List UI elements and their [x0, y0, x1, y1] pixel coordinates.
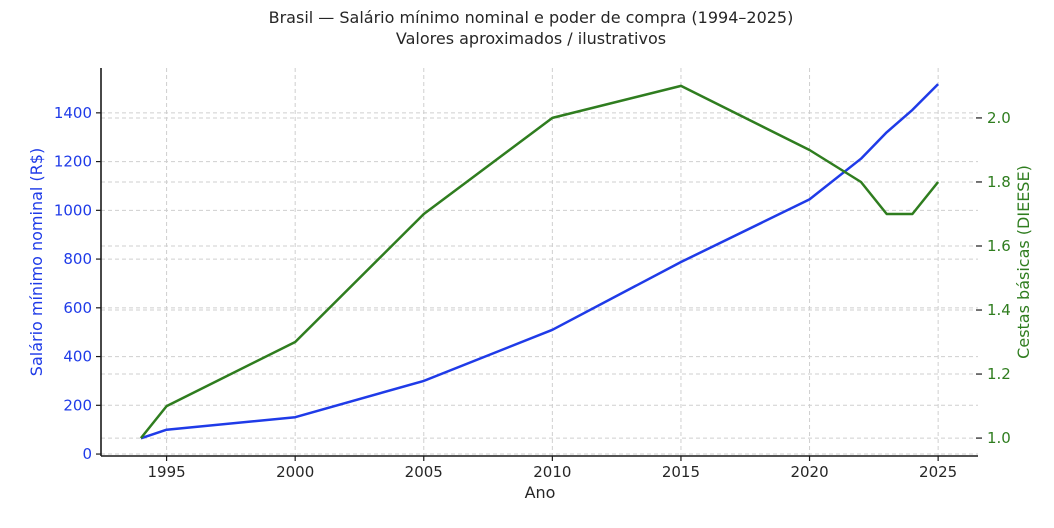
x-tick-label: 2020	[790, 463, 828, 481]
series-line-cestas	[139, 84, 940, 439]
y-axis-right-label: Cestas básicas (DIEESE)	[1014, 165, 1033, 359]
y-tick-label-right: 1.2	[987, 365, 1011, 383]
y-axis-left-label: Salário mínimo nominal (R$)	[27, 148, 46, 376]
y-tick-label-right: 1.8	[987, 173, 1011, 191]
y-tick-label-left: 1000	[54, 201, 92, 219]
y-tick-label-right: 2.0	[987, 109, 1011, 127]
series-line-salario	[140, 83, 939, 440]
x-tick-label: 2000	[276, 463, 314, 481]
chart-title: Brasil — Salário mínimo nominal e poder …	[269, 8, 794, 27]
y-tick-label-left: 1200	[54, 153, 92, 171]
x-tick-label: 1995	[147, 463, 185, 481]
y-axis-right-ticks: 1.0 1.2 1.4 1.6 1.8 2.0	[976, 109, 1011, 447]
y-tick-label-left: 0	[82, 445, 92, 463]
y-tick-label-left: 800	[63, 250, 92, 268]
y-tick-label-right: 1.0	[987, 429, 1011, 447]
x-axis-ticks: 1995 2000 2005 2010 2015 2020 2025	[147, 456, 957, 481]
y-tick-label-right: 1.6	[987, 237, 1011, 255]
x-tick-label: 2025	[919, 463, 957, 481]
x-tick-label: 2005	[405, 463, 443, 481]
y-axis-left-ticks: 0 200 400 600 800 1000 1200 1400	[54, 104, 101, 463]
x-tick-label: 2010	[533, 463, 571, 481]
y-tick-label-left: 400	[63, 348, 92, 366]
y-grid-left	[101, 112, 978, 455]
y-grid-right	[101, 117, 978, 439]
x-grid	[166, 68, 939, 456]
x-tick-label: 2015	[662, 463, 700, 481]
x-axis-label: Ano	[525, 483, 556, 502]
chart-subtitle: Valores aproximados / ilustrativos	[396, 29, 666, 48]
y-tick-label-left: 600	[63, 299, 92, 317]
y-tick-label-left: 200	[63, 396, 92, 414]
y-tick-label-left: 1400	[54, 104, 92, 122]
y-tick-label-right: 1.4	[987, 301, 1011, 319]
